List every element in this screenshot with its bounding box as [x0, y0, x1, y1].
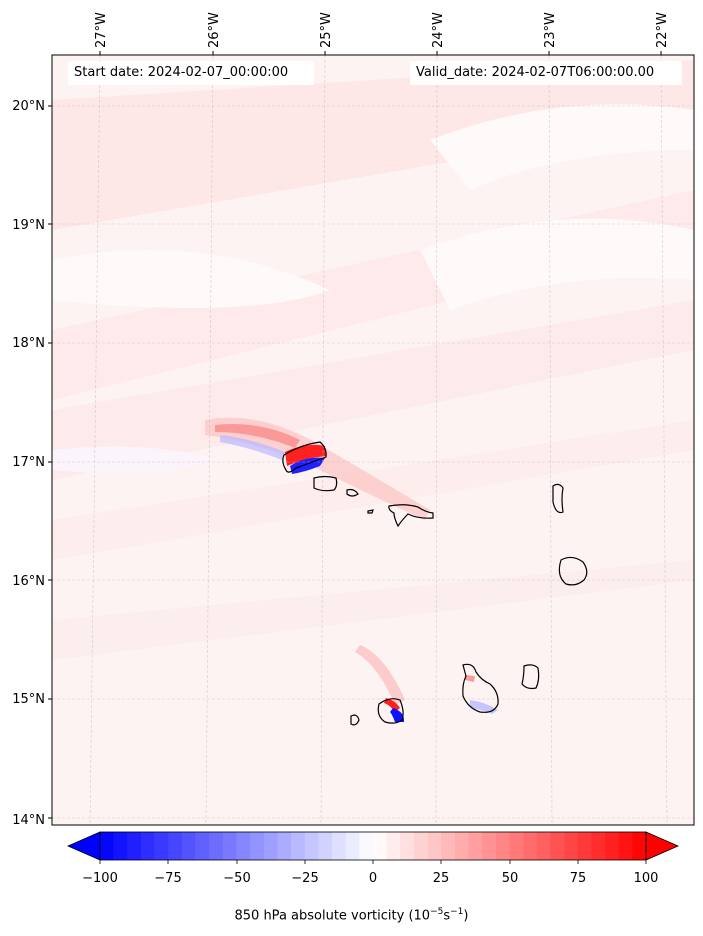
lat-label-17n: 17°N: [12, 455, 45, 470]
colorbar-cell: [564, 832, 579, 860]
lon-label-24w: 24°W: [431, 12, 446, 48]
colorbar-cell: [304, 832, 319, 860]
lon-axis: 27°W 26°W 25°W 24°W 23°W 22°W: [94, 12, 670, 55]
colorbar-tick-label: −25: [291, 871, 319, 886]
colorbar-cell: [154, 832, 169, 860]
colorbar-cell: [536, 832, 551, 860]
lon-label-25w: 25°W: [319, 12, 334, 48]
colorbar-tick-label: −100: [82, 871, 118, 886]
colorbar-cell: [113, 832, 128, 860]
lat-label-18n: 18°N: [12, 336, 45, 351]
colorbar-tick-label: 75: [569, 871, 587, 886]
lat-label-14n: 14°N: [12, 813, 45, 828]
colorbar-cell: [181, 832, 196, 860]
colorbar-cell: [618, 832, 633, 860]
colorbar: [67, 831, 679, 864]
colorbar-cell: [632, 832, 647, 860]
colorbar-min-arrow: [67, 831, 101, 861]
colorbar-cell: [523, 832, 538, 860]
colorbar-cell: [195, 832, 210, 860]
colorbar-cell: [509, 832, 524, 860]
colorbar-cell: [318, 832, 333, 860]
colorbar-cell: [468, 832, 483, 860]
colorbar-cell: [236, 832, 251, 860]
colorbar-max-arrow: [645, 831, 679, 861]
colorbar-cell: [373, 832, 387, 860]
colorbar-tick-label: 100: [633, 871, 659, 886]
colorbar-tick-label: 0: [368, 871, 378, 886]
colorbar-cell: [386, 832, 401, 860]
lon-label-22w: 22°W: [655, 12, 670, 48]
lat-label-19n: 19°N: [12, 218, 45, 233]
vorticity-field: [52, 55, 694, 825]
colorbar-label-unit: s: [443, 908, 451, 924]
colorbar-label-exp: −5: [430, 907, 444, 917]
colorbar-cell: [140, 832, 155, 860]
lat-axis: 20°N 19°N 18°N 17°N 16°N 15°N 14°N: [12, 99, 52, 828]
colorbar-cells: [100, 832, 647, 860]
colorbar-cell: [413, 832, 428, 860]
colorbar-cell: [441, 832, 456, 860]
colorbar-cell: [263, 832, 278, 860]
colorbar-cell: [222, 832, 237, 860]
lat-label-20n: 20°N: [12, 99, 45, 114]
start-date-label: Start date: 2024-02-07_00:00:00: [68, 61, 314, 85]
lon-label-27w: 27°W: [94, 12, 109, 48]
colorbar-tick-label: −75: [154, 871, 182, 886]
lat-label-15n: 15°N: [12, 692, 45, 707]
valid-date-label: Valid_date: 2024-02-07T06:00:00.00: [410, 61, 682, 85]
colorbar-cell: [605, 832, 619, 860]
colorbar-cell: [454, 832, 469, 860]
lon-label-26w: 26°W: [207, 12, 222, 48]
colorbar-cell: [332, 832, 346, 860]
colorbar-label-text: 850 hPa absolute vorticity (10: [234, 908, 431, 924]
coastlines: [282, 441, 588, 726]
colorbar-label: 850 hPa absolute vorticity (10−5s−1): [0, 907, 703, 923]
colorbar-cell: [359, 832, 374, 860]
colorbar-cell: [400, 832, 415, 860]
colorbar-cell: [427, 832, 442, 860]
colorbar-label-end: ): [463, 908, 469, 924]
colorbar-cell: [591, 832, 606, 860]
colorbar-cell: [577, 832, 592, 860]
colorbar-cell: [277, 832, 292, 860]
lat-label-16n: 16°N: [12, 574, 45, 589]
colorbar-cell: [291, 832, 306, 860]
colorbar-cell: [345, 832, 360, 860]
colorbar-cell: [168, 832, 183, 860]
colorbar-tick-label: −50: [223, 871, 251, 886]
colorbar-tick-label: 25: [432, 871, 450, 886]
map-frame: [51, 54, 695, 826]
colorbar-cell: [127, 832, 142, 860]
colorbar-cell: [550, 832, 565, 860]
lon-label-23w: 23°W: [543, 12, 558, 48]
colorbar-cell: [100, 832, 114, 860]
colorbar-cell: [482, 832, 497, 860]
colorbar-cell: [495, 832, 510, 860]
colorbar-label-exp: −1: [450, 907, 464, 917]
colorbar-cell: [209, 832, 224, 860]
colorbar-tick-label: 50: [501, 871, 519, 886]
colorbar-cell: [250, 832, 265, 860]
